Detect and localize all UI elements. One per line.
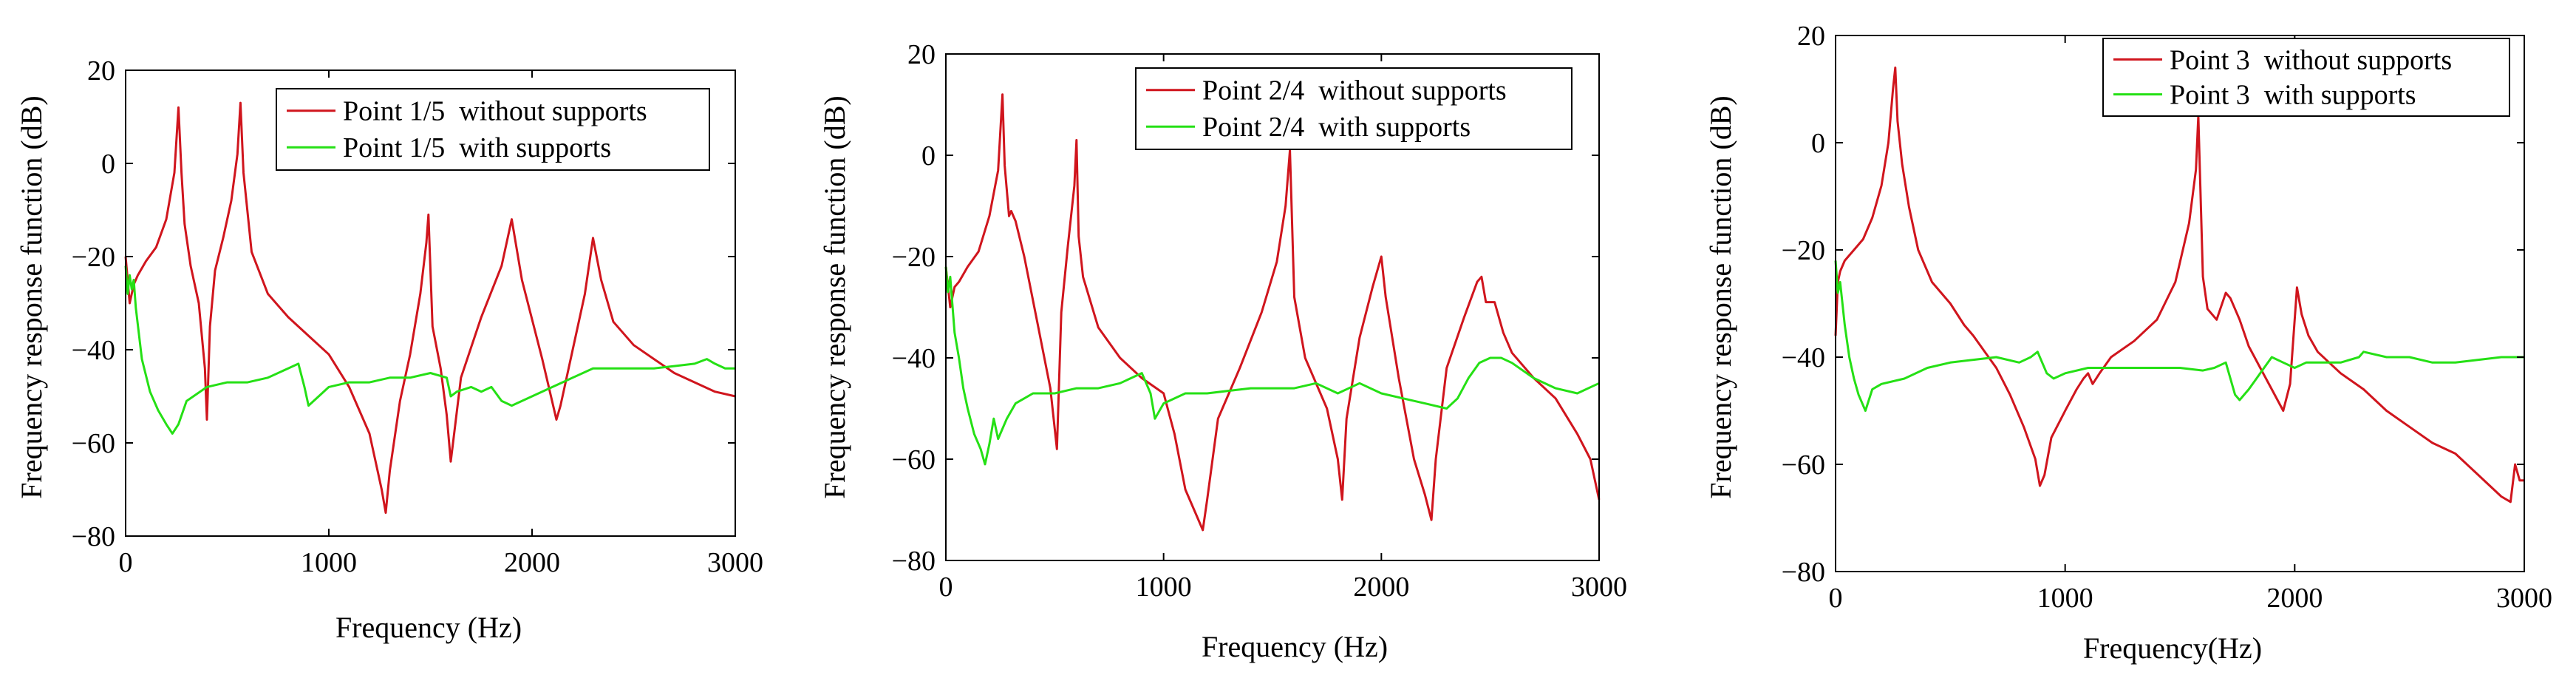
- series-line-without-supports: [944, 93, 1601, 532]
- series-line-with-supports: [944, 266, 1600, 466]
- x-tick-label: 1000: [1136, 572, 1192, 603]
- y-tick-label: 0: [921, 140, 936, 172]
- plot-area: 0 1000 2000 3000 20 0 −20 −40 −60 −80 Point 2/4 wi…: [892, 39, 1627, 603]
- y-tick-label: −40: [892, 343, 936, 374]
- x-tick-label: 3000: [1571, 572, 1627, 603]
- y-tick-label: 0: [101, 149, 115, 180]
- x-tick-label: 2000: [2266, 583, 2323, 614]
- legend-box: [2102, 38, 2510, 117]
- legend-box: [1135, 67, 1572, 150]
- y-tick-label: 20: [907, 39, 936, 70]
- series-line-without-supports: [124, 101, 736, 514]
- y-tick-label: −60: [892, 444, 936, 475]
- series-line-without-supports: [1834, 67, 2524, 504]
- y-tick-label: 20: [1797, 21, 1825, 52]
- y-tick-label: 20: [87, 55, 115, 87]
- x-tick-label: 2000: [504, 547, 560, 578]
- x-axis-label: Frequency(Hz): [2083, 631, 2262, 665]
- plot-area: 0 1000 2000 3000 20 0 −20 −40 −60 −80 Point 3 with…: [1782, 21, 2552, 614]
- y-tick-label: −40: [1782, 342, 1825, 373]
- y-tick-label: −80: [1782, 557, 1825, 588]
- y-tick-label: 0: [1811, 128, 1825, 159]
- legend-entry-label: Point 2/4 without supports: [1202, 75, 1507, 106]
- chart-panel-2: Frequency response function (dB) Frequen…: [818, 39, 1627, 663]
- plot-area: 0 1000 2000 3000 20 0 −20 −40 −60 −80 Point 1/5 wi…: [72, 55, 763, 578]
- legend-box: [276, 88, 710, 171]
- axes-frame: [945, 53, 1600, 561]
- series-line-with-supports: [1834, 260, 2524, 412]
- x-tick-label: 0: [1829, 583, 1843, 614]
- y-tick-label: −20: [892, 242, 936, 273]
- series-line-with-supports: [124, 265, 735, 435]
- y-tick-label: −40: [72, 335, 115, 366]
- y-tick-label: −80: [72, 521, 115, 552]
- axes-frame: [1835, 35, 2525, 572]
- chart-panel-3: Frequency response function (dB) Frequen…: [1704, 21, 2552, 665]
- y-tick-label: −20: [1782, 235, 1825, 266]
- y-tick-label: −60: [1782, 450, 1825, 481]
- x-axis-label: Frequency (Hz): [335, 611, 522, 644]
- x-axis-label: Frequency (Hz): [1202, 630, 1388, 663]
- legend-entry-label: Point 3 with supports: [2170, 80, 2416, 111]
- y-axis-label: Frequency response function (dB): [818, 95, 851, 498]
- x-tick-label: 1000: [301, 547, 357, 578]
- legend: Point 2/4 without supports Point 2/4 with…: [1135, 67, 1572, 150]
- y-axis-label: Frequency response function (dB): [1704, 95, 1737, 498]
- legend: Point 1/5 without supports Point 1/5 with…: [276, 88, 710, 171]
- legend: Point 3 without supports Point 3 with sup…: [2102, 38, 2510, 117]
- y-tick-label: −80: [892, 546, 936, 577]
- x-tick-label: 1000: [2037, 583, 2093, 614]
- y-axis-label: Frequency response function (dB): [15, 95, 48, 498]
- x-tick-label: 3000: [2496, 583, 2552, 614]
- chart-panel-1: Frequency response function (dB) Frequen…: [15, 55, 763, 644]
- axes-frame: [125, 70, 736, 537]
- x-tick-label: 0: [939, 572, 953, 603]
- y-tick-label: −20: [72, 242, 115, 273]
- legend-entry-label: Point 2/4 with supports: [1202, 112, 1471, 143]
- x-tick-label: 3000: [707, 547, 763, 578]
- x-tick-label: 0: [119, 547, 133, 578]
- x-tick-label: 2000: [1353, 572, 1409, 603]
- y-tick-label: −60: [72, 428, 115, 459]
- legend-entry-label: Point 1/5 with supports: [343, 132, 611, 163]
- legend-entry-label: Point 1/5 without supports: [343, 96, 647, 127]
- legend-entry-label: Point 3 without supports: [2170, 44, 2452, 75]
